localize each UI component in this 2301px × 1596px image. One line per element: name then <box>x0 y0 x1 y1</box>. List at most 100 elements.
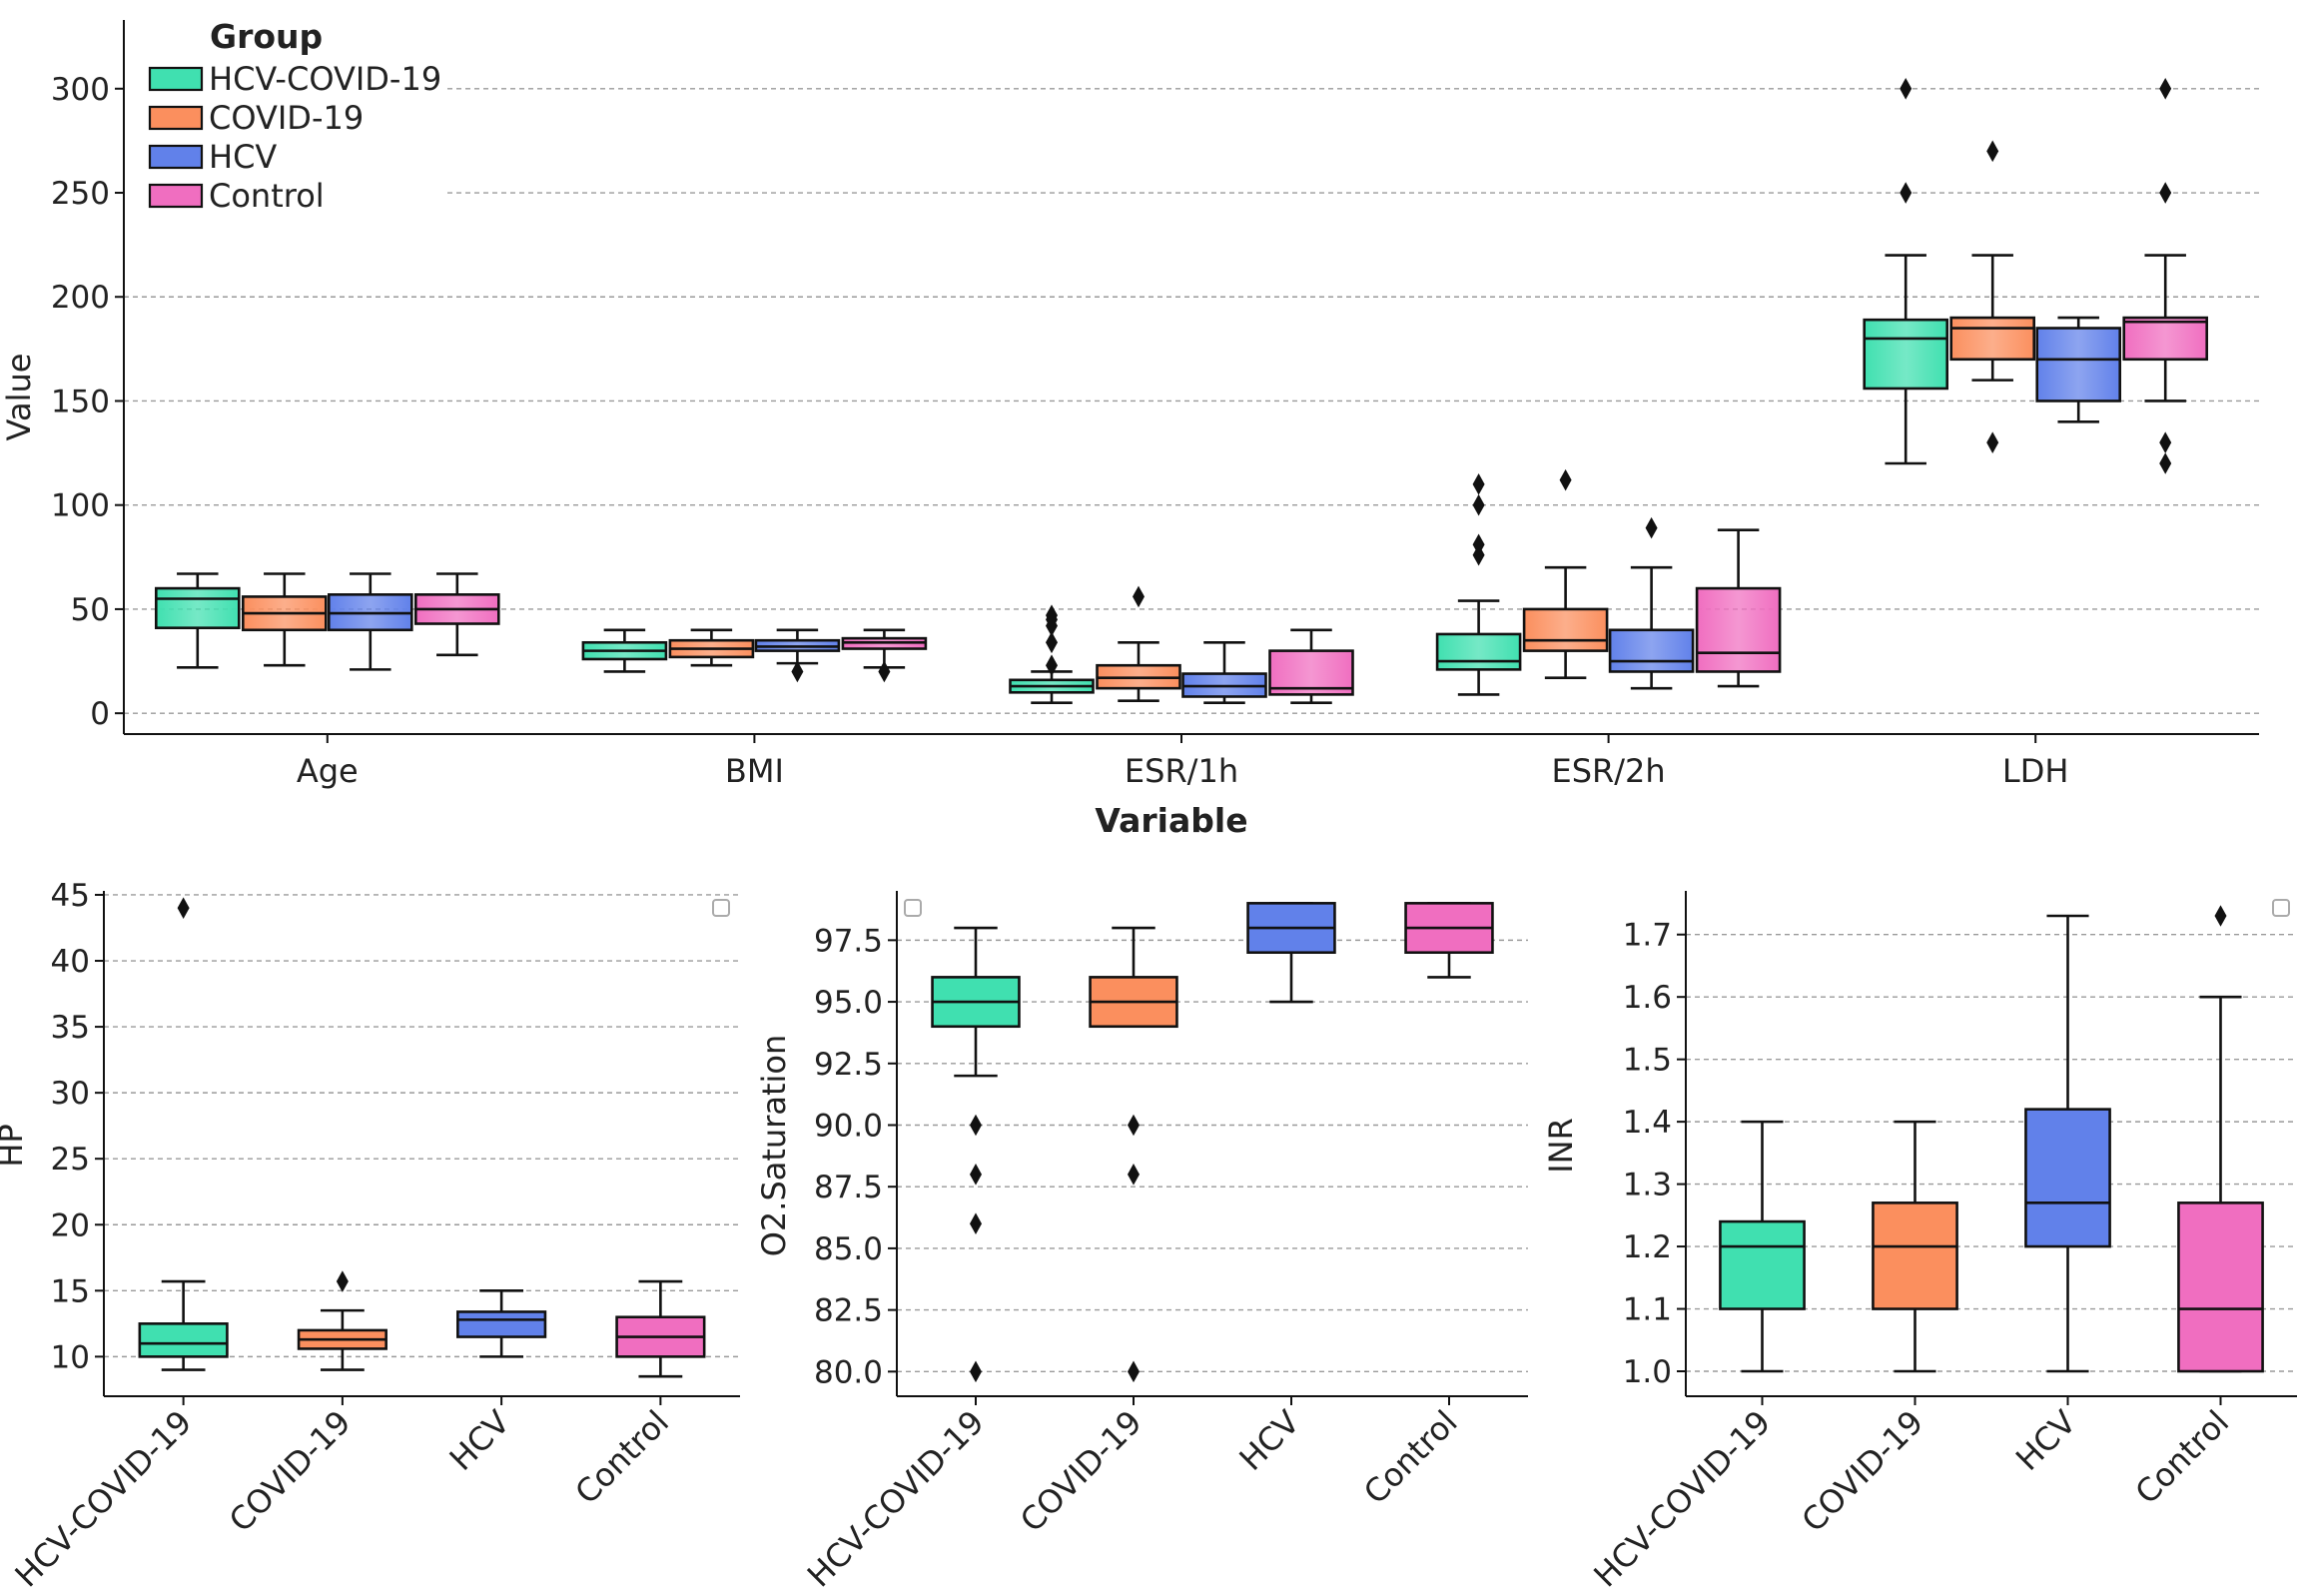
y-tick-label: 15 <box>51 1273 90 1309</box>
box-COVID-19-Age <box>242 572 328 667</box>
outlier-point <box>2159 452 2172 474</box>
box-iqr <box>1695 586 1782 673</box>
y-tick-label: 1.2 <box>1623 1229 1672 1265</box>
y-tick-label: 82.5 <box>814 1293 883 1329</box>
y-tick-label: 25 <box>51 1142 90 1178</box>
y-tick-label: 35 <box>51 1010 90 1046</box>
y-axis-title: O2.Saturation <box>755 1035 793 1257</box>
outlier-point <box>1046 631 1058 654</box>
box-Control-ESR/2h <box>1695 528 1782 688</box>
box-HCV-COVID-19-ESR/2h <box>1435 473 1522 696</box>
y-tick-label: 150 <box>51 384 110 419</box>
outlier-point <box>1133 585 1145 608</box>
box-HCV-Age <box>327 572 413 671</box>
panel-hp: 10 15 20 25 30 35 40 45 HCV-COVID-19 COVID-19 HCV C… <box>0 878 740 1595</box>
legend-swatch-Control <box>148 183 204 209</box>
box-HCV-COVID-19-ESR/1h <box>1009 604 1095 705</box>
box-hp-Control <box>615 1279 706 1378</box>
box-iqr <box>1522 607 1609 652</box>
outlier-point <box>970 1360 982 1383</box>
x-tick-label: Age <box>297 752 359 790</box>
y-tick-label: 0 <box>90 696 110 732</box>
main-chart: 0 50 100 150 200 250 300 Age BMI ESR/1h ESR/2h LDH V… <box>0 17 2259 840</box>
outlier-point <box>878 660 891 683</box>
box-iqr <box>456 1310 547 1338</box>
box-inr-Control <box>2177 905 2264 1373</box>
x-tick-label: COVID-19 <box>1795 1403 1931 1540</box>
x-tick-label: HCV <box>2008 1403 2083 1478</box>
box-iqr <box>2024 1108 2111 1248</box>
box-COVID-19-ESR/1h <box>1096 585 1181 702</box>
box-hp-HCV-COVID-19 <box>138 897 229 1371</box>
box-iqr <box>1435 632 1522 671</box>
box-HCV-COVID-19-Age <box>155 572 241 669</box>
y-tick-label: 100 <box>51 488 110 524</box>
box-HCV-ESR/2h <box>1608 516 1695 690</box>
box-o2-COVID-19 <box>1089 926 1178 1383</box>
x-tick-label: HCV-COVID-19 <box>800 1403 992 1595</box>
box-iqr <box>2177 1201 2264 1373</box>
y-tick-label: 1.5 <box>1623 1043 1672 1079</box>
y-tick-label: 80.0 <box>814 1354 883 1390</box>
x-tick-label: Control <box>1356 1403 1465 1512</box>
empty-legend-box <box>2272 899 2290 917</box>
y-tick-label: 1.3 <box>1623 1168 1672 1203</box>
outlier-point <box>1900 77 1913 100</box>
x-tick-label: BMI <box>725 752 784 790</box>
legend-label-HCV-COVID-19: HCV-COVID-19 <box>209 60 441 98</box>
y-tick-label: 97.5 <box>814 923 883 959</box>
box-iqr <box>1872 1201 1958 1310</box>
legend-label-COVID-19: COVID-19 <box>209 99 364 137</box>
outlier-point <box>1046 604 1058 626</box>
box-iqr <box>2122 316 2208 362</box>
y-tick-label: 20 <box>51 1207 90 1243</box>
box-Control-BMI <box>841 628 928 683</box>
y-axis-title: HP <box>0 1124 30 1167</box>
x-axis-title: Variable <box>1095 801 1247 840</box>
box-hp-COVID-19 <box>297 1270 387 1371</box>
y-tick-label: 10 <box>51 1339 90 1375</box>
y-tick-label: 1.4 <box>1623 1105 1672 1141</box>
y-tick-label: 250 <box>51 176 110 212</box>
outlier-point <box>177 897 190 919</box>
box-iqr <box>1863 318 1948 391</box>
outlier-point <box>1986 140 1999 163</box>
x-tick-label: COVID-19 <box>1013 1403 1150 1540</box>
x-tick-label: HCV <box>442 1403 517 1478</box>
box-COVID-19-ESR/2h <box>1522 468 1609 680</box>
outlier-point <box>1128 1360 1140 1383</box>
box-iqr <box>2035 327 2121 402</box>
y-tick-label: 50 <box>71 592 110 628</box>
y-tick-label: 30 <box>51 1076 90 1112</box>
outlier-point <box>1559 468 1572 491</box>
x-tick-label: Control <box>2127 1403 2236 1512</box>
box-o2-Control <box>1404 902 1494 979</box>
x-tick-label: LDH <box>2002 752 2069 790</box>
x-tick-label: ESR/2h <box>1552 752 1666 790</box>
empty-legend-box <box>904 899 922 917</box>
box-Control-Age <box>413 572 500 657</box>
box-Control-ESR/1h <box>1268 628 1354 705</box>
box-inr-HCV-COVID-19 <box>1719 1120 1806 1373</box>
outlier-point <box>1900 182 1913 204</box>
box-iqr <box>155 586 241 629</box>
y-tick-label: 95.0 <box>814 985 883 1021</box>
outlier-point <box>1472 493 1485 516</box>
legend-swatch-HCV <box>148 144 204 170</box>
outlier-point <box>970 1114 982 1137</box>
y-axis-title: Value <box>0 354 38 441</box>
box-COVID-19-LDH <box>1949 140 2035 453</box>
y-tick-label: 200 <box>51 280 110 316</box>
box-iqr <box>138 1322 229 1358</box>
legend-label-HCV: HCV <box>209 138 277 176</box>
x-tick-label: HCV <box>1231 1403 1306 1478</box>
outlier-point <box>791 660 804 683</box>
box-inr-HCV <box>2024 914 2111 1373</box>
box-inr-COVID-19 <box>1872 1120 1958 1373</box>
box-iqr <box>1719 1219 1806 1310</box>
x-tick-label: Control <box>567 1403 676 1512</box>
empty-legend-box <box>712 899 730 917</box>
y-tick-label: 85.0 <box>814 1231 883 1267</box>
outlier-point <box>1645 516 1658 539</box>
